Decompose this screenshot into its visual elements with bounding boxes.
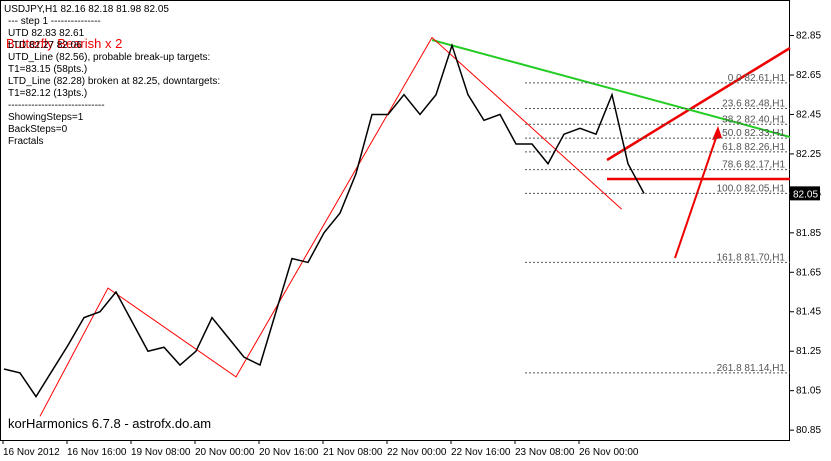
price-line [3, 42, 645, 398]
info-line: --- step 1 --------------- [8, 16, 101, 27]
fib-label: 161.8 81.70,H1 [717, 252, 786, 263]
projection-line [606, 46, 791, 162]
price-label: 82.05 [793, 189, 818, 200]
pattern-label: Butterfly Bearish x 2 [6, 36, 122, 51]
y-tick-label: 80.85 [796, 425, 821, 436]
y-tick-label: 81.05 [796, 386, 821, 397]
info-line: UTD 82.83 82.61 [8, 28, 85, 39]
fib-label: 261.8 81.14,H1 [717, 363, 786, 374]
x-tick-label: 16 Nov 16:00 [67, 447, 127, 458]
info-line: UTD_Line (82.56), probable break-up targ… [8, 52, 210, 63]
x-tick-label: 22 Nov 00:00 [387, 447, 447, 458]
fib-label: 0.0 82.61,H1 [728, 73, 786, 84]
x-tick-label: 26 Nov 00:00 [579, 447, 639, 458]
y-tick-label: 82.65 [796, 70, 821, 81]
arrow-head [712, 126, 722, 140]
info-line: LTD 82.27 82.06 [8, 40, 82, 51]
info-line: LTD_Line (82.28) broken at 82.25, downta… [8, 76, 220, 87]
x-tick-label: 16 Nov 2012 [3, 447, 60, 458]
y-tick-label: 81.25 [796, 346, 821, 357]
x-tick-label: 20 Nov 16:00 [259, 447, 319, 458]
info-line: Fractals [8, 136, 44, 147]
y-tick-label: 82.45 [796, 109, 821, 120]
plot-frame [0, 0, 790, 441]
info-line: ShowingSteps=1 [8, 112, 84, 123]
y-tick-label: 82.25 [796, 149, 821, 160]
y-tick-label: 81.65 [796, 267, 821, 278]
arrow-line [674, 131, 719, 259]
price-box [790, 186, 820, 201]
info-line: T1=83.15 (58pts.) [8, 64, 87, 75]
x-tick-label: 21 Nov 08:00 [323, 447, 383, 458]
chart-title: USDJPY,H1 82.16 82.18 81.98 82.05 [4, 4, 169, 15]
fib-label: 23.6 82.48,H1 [722, 99, 785, 110]
x-tick-label: 23 Nov 08:00 [515, 447, 575, 458]
y-tick-label: 81.45 [796, 307, 821, 318]
info-line: ----------------------------- [8, 100, 105, 111]
fib-label: 38.2 82.40,H1 [722, 114, 785, 125]
fib-label: 100.0 82.05,H1 [717, 183, 786, 194]
zigzag [39, 36, 622, 417]
info-line: T1=82.12 (13pts.) [8, 88, 87, 99]
fib-label: 50.0 82.33,H1 [722, 128, 785, 139]
trend-line [431, 39, 791, 138]
info-line: BackSteps=0 [8, 124, 68, 135]
watermark: korHarmonics 6.7.8 - astrofx.do.am [8, 416, 211, 431]
fib-label: 61.8 82.26,H1 [722, 142, 785, 153]
y-tick-label: 81.85 [796, 228, 821, 239]
x-tick-label: 19 Nov 08:00 [131, 447, 191, 458]
x-tick-label: 20 Nov 00:00 [195, 447, 255, 458]
fib-label: 78.6 82.17,H1 [722, 160, 785, 171]
y-tick-label: 82.85 [796, 31, 821, 42]
x-tick-label: 22 Nov 16:00 [451, 447, 511, 458]
